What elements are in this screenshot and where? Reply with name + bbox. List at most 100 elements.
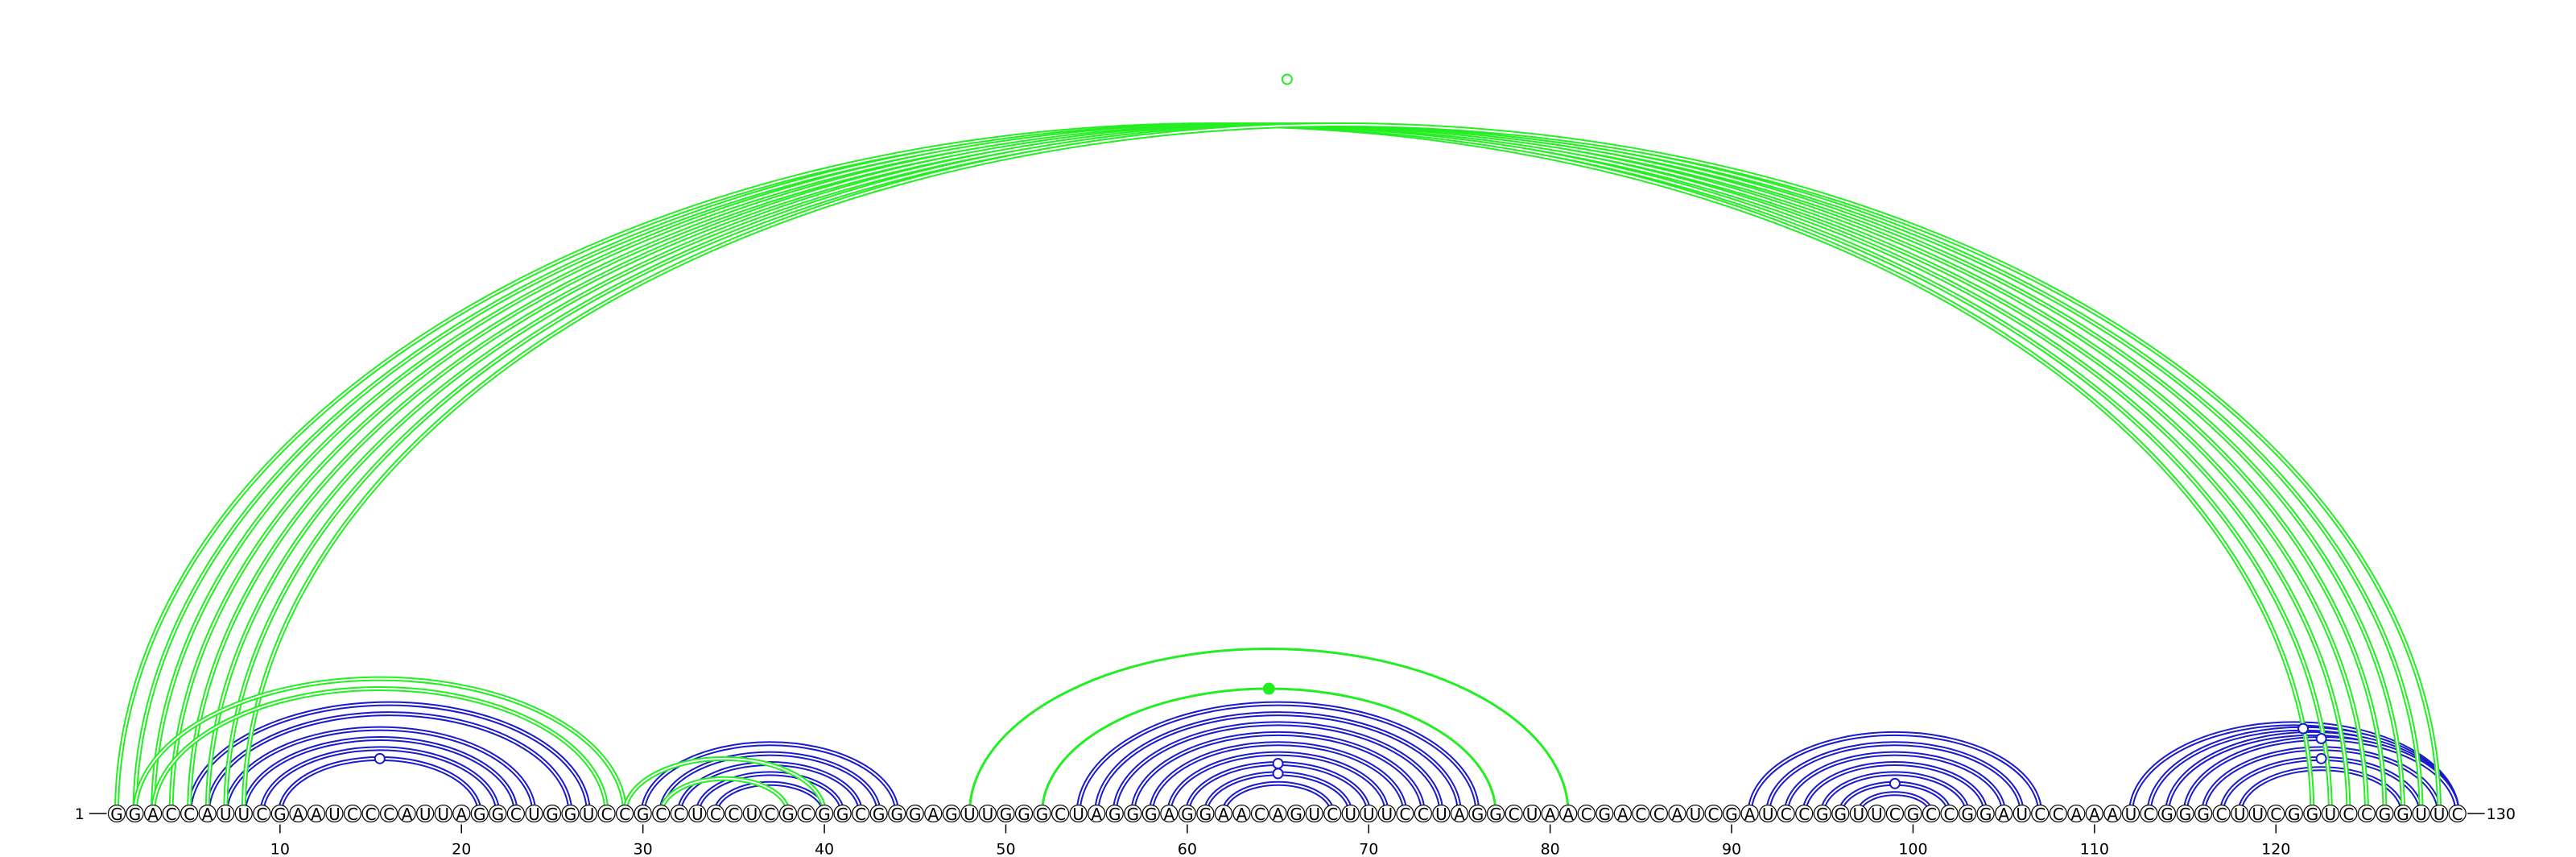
base-pair-arc — [1767, 743, 2023, 814]
nucleotide-circle — [2031, 804, 2050, 823]
nucleotide: U — [1759, 804, 1777, 824]
nucleotide: U — [434, 804, 452, 824]
nucleotide-letter: G — [546, 805, 559, 824]
nucleotide-circle — [307, 804, 326, 823]
nucleotide-letter: C — [1889, 805, 1901, 824]
nucleotide-circle — [416, 804, 435, 823]
nucleotide: C — [1922, 804, 1941, 824]
nucleotide-letter: U — [1853, 805, 1865, 824]
nucleotide-letter: C — [1944, 805, 1955, 824]
nucleotide: A — [1740, 804, 1759, 824]
nucleotide: C — [1051, 804, 1070, 824]
nucleotide: U — [742, 804, 762, 824]
base-pair-arc-outline — [277, 756, 482, 814]
nucleotide-circle — [2231, 804, 2249, 823]
nucleotide-letter: G — [1108, 805, 1121, 824]
nucleotide: C — [724, 804, 743, 824]
nucleotide-circle — [470, 804, 489, 823]
nucleotide-letter: C — [184, 805, 195, 824]
nucleotide-circle — [217, 804, 235, 823]
tertiary-arc — [152, 123, 2350, 814]
nucleotide-letter: C — [2452, 805, 2463, 824]
nucleotide: G — [2303, 804, 2322, 824]
nucleotide-letter: G — [2306, 805, 2319, 824]
nucleotide: C — [506, 804, 525, 824]
nucleotide: C — [162, 804, 180, 824]
nucleotide: C — [361, 804, 380, 824]
nucleotide-circle — [1450, 804, 1469, 823]
base-pair-arc — [1748, 732, 2041, 814]
nucleotide: G — [126, 804, 144, 824]
nucleotide-letter: C — [256, 805, 267, 824]
nucleotide: C — [343, 804, 362, 824]
open-marker — [1889, 777, 1901, 789]
nucleotide-letter: G — [1145, 805, 1158, 824]
nucleotide-circle — [343, 804, 362, 823]
nucleotide: G — [1596, 804, 1614, 824]
nucleotide: G — [561, 804, 580, 824]
nucleotide-letter: G — [2197, 805, 2210, 824]
nucleotide-letter: A — [1454, 805, 1465, 824]
nucleotide: G — [1286, 804, 1306, 824]
base-pair-arc — [1168, 752, 1388, 814]
nucleotide: U — [960, 804, 979, 824]
nucleotide-circle — [1305, 804, 1323, 823]
nucleotide-letter: U — [2016, 805, 2028, 824]
end-label: 130 — [2487, 805, 2516, 823]
nucleotide-circle — [198, 804, 217, 823]
nucleotide-letter: U — [1690, 805, 1702, 824]
nucleotide-letter: A — [2070, 805, 2082, 824]
nucleotide: G — [1486, 804, 1505, 824]
nucleotide-circle — [1160, 804, 1179, 823]
nucleotide: A — [307, 804, 326, 824]
nucleotide: C — [380, 804, 398, 824]
tick-label: 100 — [1898, 841, 1927, 857]
nucleotide-letter: A — [1563, 805, 1574, 824]
nucleotide-circle — [1740, 804, 1759, 823]
nucleotide: G — [833, 804, 852, 824]
arcs-layer — [114, 122, 2460, 814]
nucleotide-letter: C — [347, 805, 358, 824]
nucleotide-letter: C — [383, 805, 394, 824]
nucleotide-circle — [1940, 804, 1959, 823]
nucleotide-letter: C — [1926, 805, 1937, 824]
nucleotide: U — [1341, 804, 1360, 824]
nucleotide-letter: G — [1472, 805, 1484, 824]
nucleotide-letter: U — [2125, 805, 2137, 824]
nucleotide-letter: C — [1635, 805, 1646, 824]
nucleotide: C — [1704, 804, 1723, 824]
tertiary-arc — [134, 677, 626, 814]
nucleotide-letter: C — [1653, 805, 1665, 824]
tick-label: 90 — [1722, 841, 1741, 857]
pseudoknot-arc — [968, 647, 1570, 814]
nucleotide-circle — [1396, 804, 1414, 823]
base-pair-arc-outline — [223, 726, 537, 814]
nucleotide-circle — [1868, 804, 1886, 823]
nucleotide: C — [597, 804, 616, 824]
nucleotide: U — [217, 804, 235, 824]
nucleotide: G — [2285, 804, 2303, 824]
nucleotide-circle — [1088, 804, 1106, 823]
nucleotide-circle — [742, 804, 762, 823]
open-marker — [374, 752, 386, 764]
nucleotide-circle — [2321, 804, 2339, 823]
nucleotide-circle — [1468, 804, 1487, 823]
nucleotide-circle — [833, 804, 852, 823]
nucleotide: C — [2357, 804, 2376, 824]
nucleotide-circle — [761, 804, 779, 823]
nucleotide-letter: U — [2415, 805, 2427, 824]
nucleotide: C — [2339, 804, 2358, 824]
nucleotide-circle — [2393, 804, 2413, 823]
nucleotide: G — [1033, 804, 1051, 824]
nucleotide-circle — [1377, 804, 1396, 823]
nucleotide-letter: G — [818, 805, 831, 824]
nucleotide-circle — [1777, 804, 1795, 823]
base-pair-arc — [225, 727, 535, 814]
nucleotide-letter: U — [982, 805, 994, 824]
nucleotide: A — [143, 804, 163, 824]
nucleotide-circle — [869, 804, 888, 823]
base-pair-arc — [2202, 747, 2441, 814]
nucleotide-circle — [253, 804, 271, 823]
base-pair-arc — [1077, 702, 1479, 814]
nucleotide-letter: G — [110, 805, 123, 824]
